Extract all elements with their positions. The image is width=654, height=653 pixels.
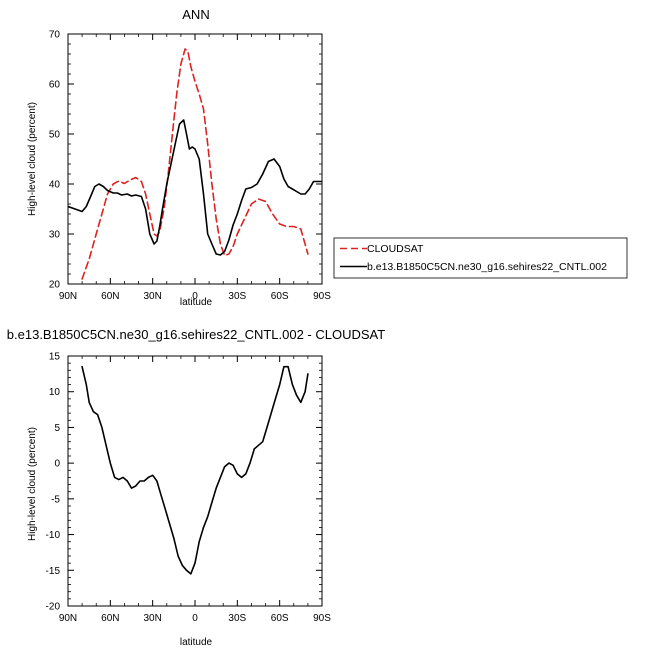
chart1-x-tick-label: 60S (271, 613, 289, 624)
bottom-panel-title: b.e13.B1850C5CN.ne30_g16.sehires22_CNTL.… (7, 327, 385, 342)
chart1-y-tick-label: -10 (46, 530, 61, 541)
chart0-x-tick-label: 60N (101, 291, 119, 302)
chart0-y-tick-label: 70 (49, 30, 61, 41)
chart1-frame (67, 355, 323, 607)
chart1-y-tick-label: -20 (46, 602, 61, 613)
chart1-x-tick-label: 90S (313, 613, 331, 624)
chart1-y-tick-label: 0 (54, 459, 60, 470)
chart0-x-tick-label: 90S (313, 291, 331, 302)
chart1-y-tick-label: 15 (49, 352, 61, 363)
bottom-x-axis-label: latitude (180, 637, 213, 648)
chart0-y-tick-label: 50 (49, 130, 61, 141)
bottom-y-axis-label: High-level cloud (percent) (27, 427, 38, 541)
chart1-y-tick-label: 5 (54, 423, 60, 434)
chart0-x-tick-label: 60S (271, 291, 289, 302)
chart0-x-tick-label: 30N (143, 291, 161, 302)
legend: CLOUDSAT b.e13.B1850C5CN.ne30_g16.sehire… (333, 237, 628, 279)
chart0-y-tick-label: 60 (49, 80, 61, 91)
chart1-x-tick-label: 60N (101, 613, 119, 624)
bottom-plot-area: 90N 60N 30N 0 30S 60S 90S -20 -15 -10 -5 0 5 10 15 (46, 352, 332, 625)
top-y-axis-label: High-level cloud (percent) (27, 102, 38, 216)
chart0-y-tick-label: 20 (49, 280, 61, 291)
top-x-axis-label: latitude (180, 297, 213, 308)
chart1-series-0-line (81, 365, 309, 575)
chart1-x-tick-label: 0 (192, 613, 198, 624)
top-plot-area: 90N 60N 30N 0 30S 60S 90S 20 30 40 50 60 70 (49, 30, 331, 303)
top-panel-title: ANN (182, 7, 209, 22)
chart1-y-tick-label: -5 (51, 494, 60, 505)
bottom-panel: b.e13.B1850C5CN.ne30_g16.sehires22_CNTL.… (7, 327, 385, 648)
legend-box (333, 237, 628, 279)
top-panel: ANN 90N 60N 30N 0 30S 60S 90S 20 30 40 50 60 70 lati… (27, 7, 331, 308)
chart1-x-tick-label: 30S (228, 613, 246, 624)
chart0-series-1-line (68, 119, 322, 256)
chart0-x-tick-label: 90N (59, 291, 77, 302)
legend-label-cloudsat: CLOUDSAT (367, 243, 424, 255)
chart0-x-tick-label: 30S (228, 291, 246, 302)
chart0-y-tick-label: 30 (49, 230, 61, 241)
chart1-y-tick-label: -15 (46, 566, 61, 577)
chart1-x-tick-label: 30N (143, 613, 161, 624)
legend-label-model: b.e13.B1850C5CN.ne30_g16.sehires22_CNTL.… (367, 261, 607, 273)
chart1-x-tick-label: 90N (59, 613, 77, 624)
chart1-y-tick-label: 10 (49, 387, 61, 398)
chart0-frame (67, 33, 323, 285)
chart0-series-0-line (81, 48, 309, 280)
chart0-y-tick-label: 40 (49, 180, 61, 191)
chart0-x-tick-label: 0 (192, 291, 198, 302)
